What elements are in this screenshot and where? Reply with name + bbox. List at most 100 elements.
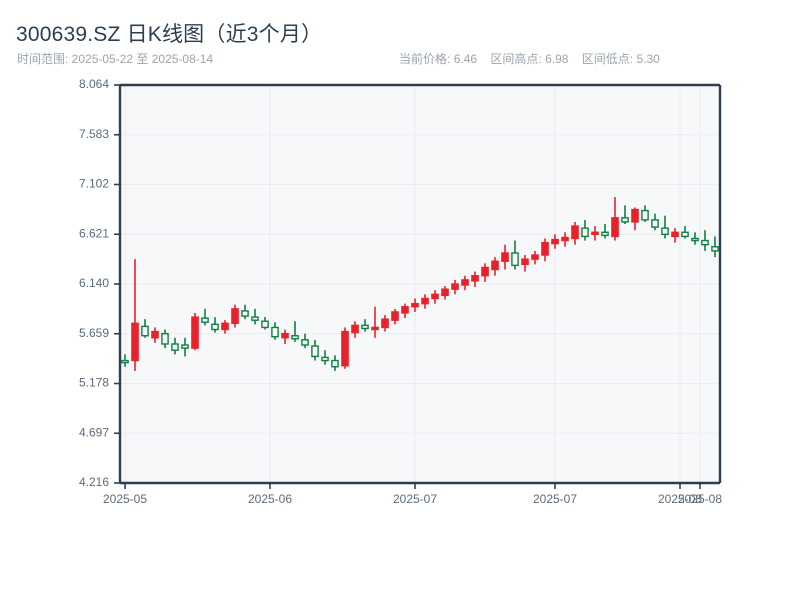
candle [351, 321, 359, 338]
stat-period-high-label: 区间高点: [490, 52, 542, 66]
candle-body [711, 246, 719, 252]
candle-body [381, 318, 389, 329]
candle [191, 312, 199, 351]
candle-body [211, 323, 219, 331]
stat-current-price: 当前价格: 6.46 [399, 52, 480, 66]
candle-body [441, 288, 449, 297]
candle [471, 271, 479, 288]
candle [401, 303, 409, 319]
candle [671, 228, 679, 243]
candle [181, 337, 189, 357]
summary-stats: 当前价格: 6.46 区间高点: 6.98 区间低点: 5.30 [399, 50, 670, 67]
stat-period-low: 区间低点: 5.30 [582, 52, 660, 66]
candle [161, 329, 169, 349]
candle-body [491, 260, 499, 271]
candle-body [311, 345, 319, 358]
gridlines [120, 85, 720, 483]
candle [451, 279, 459, 295]
candle [571, 221, 579, 245]
candle [701, 230, 709, 251]
candle-body [361, 324, 369, 330]
candle-body [681, 231, 689, 238]
candle [711, 236, 719, 258]
candle [311, 339, 319, 361]
candle [301, 333, 309, 349]
x-tick-label: 2025-08 [658, 492, 702, 506]
candle-body [321, 356, 329, 362]
candle-body [201, 317, 209, 323]
candle-body [481, 266, 489, 277]
candle-body [461, 279, 469, 286]
candle [511, 240, 519, 270]
candle-body [641, 209, 649, 221]
candle [281, 329, 289, 344]
candle [241, 304, 249, 320]
y-tick-label: 6.621 [79, 226, 109, 240]
candle-body [191, 316, 199, 349]
candle-body [471, 275, 479, 282]
date-range-label: 时间范围: 2025-05-22 至 2025-08-14 [17, 52, 214, 66]
stat-current-price-label: 当前价格: [399, 52, 451, 66]
candle [271, 322, 279, 340]
candle [121, 354, 129, 367]
candle-body [541, 241, 549, 256]
candle [481, 263, 489, 282]
x-tick-label: 2025-06 [248, 492, 292, 506]
candle-body [331, 359, 339, 368]
candle-body [161, 332, 169, 345]
candle-body [671, 231, 679, 238]
candle [591, 226, 599, 241]
stat-current-price-value: 6.46 [453, 52, 478, 66]
candle-body [151, 330, 159, 339]
x-tick-label: 2025-07 [393, 492, 437, 506]
stat-period-low-value: 5.30 [636, 52, 660, 66]
candle-body [221, 322, 229, 331]
candle [151, 327, 159, 343]
y-tick-label: 5.178 [79, 376, 109, 390]
candle-body [451, 283, 459, 290]
y-tick-label: 7.102 [79, 177, 109, 191]
y-tick-label: 7.583 [79, 127, 109, 141]
candle [341, 327, 349, 369]
candle-body [621, 217, 629, 223]
candle-body [611, 217, 619, 238]
y-tick-label: 4.697 [79, 425, 109, 439]
candle [261, 317, 269, 330]
candle-body [391, 311, 399, 321]
candle [461, 275, 469, 291]
candle [691, 232, 699, 245]
candle-body [411, 302, 419, 308]
candle [371, 306, 379, 338]
candle [651, 213, 659, 231]
candle [441, 286, 449, 300]
candle-body [261, 320, 269, 329]
candle [141, 319, 149, 338]
candle [211, 317, 219, 333]
candle-body [521, 258, 529, 266]
candle-body [661, 227, 669, 236]
candle [501, 244, 509, 270]
stat-period-high-value: 6.98 [545, 52, 569, 66]
y-tick-label: 4.216 [79, 475, 109, 489]
stat-period-low-label: 区间低点: [581, 52, 634, 66]
candle-body [551, 238, 559, 245]
candle-body [131, 322, 139, 362]
candle [541, 238, 549, 262]
candle [581, 219, 589, 241]
stat-period-high: 区间高点: 6.98 [490, 52, 571, 66]
x-tick-label: 2025-07 [533, 492, 577, 506]
candle-body [181, 344, 189, 349]
candle-body [561, 236, 569, 242]
x-tick-label: 2025-05 [103, 492, 147, 506]
candle-body [351, 324, 359, 334]
candle [631, 207, 639, 231]
candle [391, 308, 399, 325]
candle [521, 255, 529, 272]
candle [361, 319, 369, 332]
candle [331, 355, 339, 371]
candle [431, 290, 439, 304]
candle-body [291, 335, 299, 340]
candle-body [271, 326, 279, 338]
